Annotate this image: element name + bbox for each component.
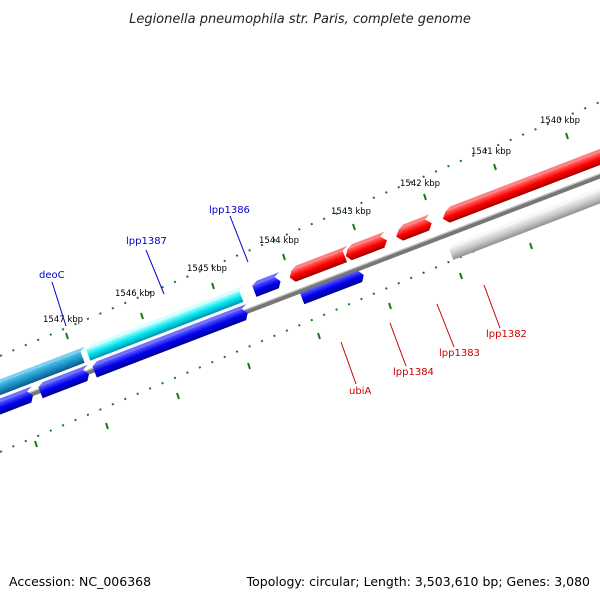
gene-label-lpp1384[interactable]: lpp1384: [393, 367, 434, 378]
inner-major-tick: [388, 302, 392, 310]
outer-tick-ring: [0, 101, 600, 357]
inner-tick-ring: [0, 197, 600, 453]
gene-labels: deoC lpp1387 lpp1386 ubiA lpp1384 lpp138…: [39, 205, 527, 397]
deoC-feature: [0, 346, 85, 418]
tick-label: 1546 kbp: [115, 289, 155, 299]
map-title: Legionella pneumophila str. Paris, compl…: [129, 12, 471, 27]
outer-major-tick: [423, 193, 427, 201]
gene-label-lpp1387[interactable]: lpp1387: [126, 236, 167, 247]
inner-major-tick: [105, 422, 109, 430]
gene-label-ubiA[interactable]: ubiA: [349, 386, 371, 397]
inner-major-tick: [459, 272, 463, 280]
inner-major-tick: [317, 332, 321, 340]
inner-major-tick: [529, 242, 533, 250]
outer-major-tick: [352, 223, 356, 231]
outer-major-tick: [65, 332, 69, 340]
lpp1382-leader: [483, 284, 501, 329]
inner-major-tick: [34, 440, 38, 448]
genome-summary-text: Topology: circular; Length: 3,503,610 bp…: [246, 574, 590, 589]
lpp1384-leader: [389, 322, 407, 367]
ubiA-feature: [300, 270, 364, 305]
tick-label: 1544 kbp: [259, 236, 299, 246]
outer-major-tick: [140, 312, 144, 320]
leader-lines: [51, 215, 501, 385]
lpp1386-leader: [229, 215, 249, 263]
lpp1383-leader: [436, 303, 455, 348]
deoC-reverse-feature: [38, 364, 90, 399]
lpp1384-feature: [345, 231, 387, 261]
gene-label-deoC[interactable]: deoC: [39, 270, 65, 281]
tick-label: 1540 kbp: [540, 116, 580, 126]
tick-label: 1542 kbp: [400, 179, 440, 189]
outer-major-tick: [493, 163, 497, 171]
lpp1387-feature: [86, 285, 244, 361]
gene-features: [0, 142, 600, 435]
inner-major-ticks: [34, 242, 533, 448]
lpp1386-feature: [252, 272, 281, 297]
tick-label: 1543 kbp: [331, 207, 371, 217]
gene-label-lpp1386[interactable]: lpp1386: [209, 205, 250, 216]
lpp1387-leader: [145, 249, 165, 295]
left-reverse-feature: [0, 386, 33, 435]
deoC-leader: [51, 281, 67, 327]
ubiA-forward-feature: [289, 245, 348, 282]
inner-major-tick: [247, 362, 251, 370]
gene-label-lpp1383[interactable]: lpp1383: [439, 348, 480, 359]
tick-label: 1541 kbp: [471, 147, 511, 157]
grey-feature: [449, 175, 600, 260]
lpp1382-feature: [442, 142, 600, 223]
outer-major-tick: [565, 132, 569, 140]
tick-label: 1545 kbp: [187, 264, 227, 274]
accession-text: Accession: NC_006368: [9, 574, 151, 589]
tick-labels: 1540 kbp 1541 kbp 1542 kbp 1543 kbp 1544…: [43, 116, 580, 325]
lpp1387-reverse-feature: [92, 303, 248, 378]
inner-major-tick: [176, 392, 180, 400]
gene-label-lpp1382[interactable]: lpp1382: [486, 329, 527, 340]
tick-label: 1547 kbp: [43, 315, 83, 325]
outer-major-ticks: [65, 132, 569, 340]
outer-major-tick: [211, 282, 215, 290]
outer-major-tick: [282, 253, 286, 261]
ubiA-leader: [340, 341, 357, 385]
lpp1383-feature: [396, 214, 432, 241]
backbone: [0, 173, 600, 409]
